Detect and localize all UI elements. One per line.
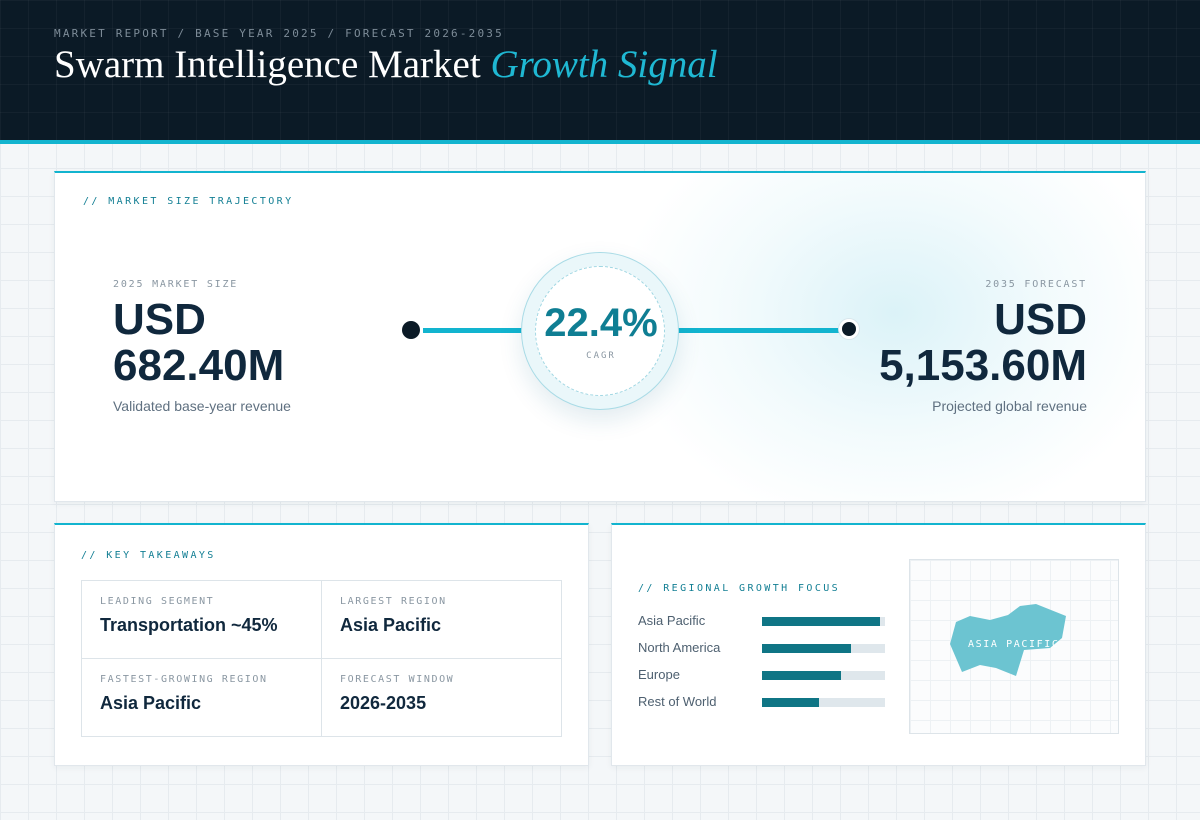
takeaway-value: Asia Pacific [340,615,442,635]
takeaway-card: LARGEST REGION Asia Pacific [322,581,562,659]
end-value: 5,153.60M [879,341,1087,390]
start-sub: Validated base-year revenue [113,398,291,414]
cagr-badge: 22.4% CAGR [521,252,679,410]
map-region-label: ASIA PACIFIC [968,639,1060,650]
page-title-main: Swarm Intelligence Market [54,43,481,86]
region-bar-track [762,644,885,653]
panel-label: // REGIONAL GROWTH FOCUS [638,583,841,594]
end-sub: Projected global revenue [932,398,1087,414]
region-row: Asia Pacific [638,611,888,631]
end-marker [839,319,859,339]
key-takeaways-panel: // KEY TAKEAWAYS LEADING SEGMENT Transpo… [54,523,589,766]
start-marker [402,321,420,339]
region-name: Rest of World [638,694,717,709]
takeaway-card: FORECAST WINDOW 2026-2035 [322,659,562,737]
page-title-accent: Growth Signal [490,43,718,86]
region-bar-track [762,617,885,626]
background-glow [615,173,1145,501]
takeaway-value: 2026-2035 [340,693,427,713]
region-row: North America [638,638,888,658]
asia-pacific-shape [950,604,1066,676]
cagr-label: CAGR [586,351,616,361]
takeaway-value: Asia Pacific [100,693,202,713]
cagr-inner-ring: 22.4% CAGR [535,266,665,396]
region-name: Europe [638,667,680,682]
report-header: MARKET REPORT / BASE YEAR 2025 / FORECAS… [0,0,1200,144]
takeaway-card: LEADING SEGMENT Transportation ~45% [82,581,322,659]
region-bar-fill [762,644,851,653]
region-bar-fill [762,671,841,680]
region-name: North America [638,640,721,655]
region-bar-track [762,698,885,707]
end-currency: USD [994,295,1087,344]
takeaway-caption: FORECAST WINDOW [340,674,455,685]
regional-growth-panel: // REGIONAL GROWTH FOCUS Asia Pacific No… [611,523,1146,766]
region-row: Europe [638,665,888,685]
panel-label: // MARKET SIZE TRAJECTORY [83,196,294,207]
start-currency: USD [113,295,206,344]
panel-label: // KEY TAKEAWAYS [81,550,216,561]
takeaway-card: FASTEST-GROWING REGION Asia Pacific [82,659,322,737]
takeaways-grid: LEADING SEGMENT Transportation ~45% LARG… [81,580,562,737]
region-map: ASIA PACIFIC [909,559,1119,734]
cagr-value: 22.4% [544,301,658,345]
page-title: Swarm Intelligence Market Growth Signal [54,42,718,87]
takeaway-caption: LARGEST REGION [340,596,447,607]
region-name: Asia Pacific [638,613,706,628]
market-size-panel: // MARKET SIZE TRAJECTORY 2025 MARKET SI… [54,171,1146,502]
takeaway-value: Transportation ~45% [100,615,278,635]
breadcrumb: MARKET REPORT / BASE YEAR 2025 / FORECAS… [54,27,504,40]
region-row: Rest of World [638,692,888,712]
takeaway-caption: LEADING SEGMENT [100,596,215,607]
takeaway-caption: FASTEST-GROWING REGION [100,674,268,685]
region-bar-track [762,671,885,680]
end-caption: 2035 FORECAST [985,279,1087,290]
region-bar-fill [762,617,881,626]
start-caption: 2025 MARKET SIZE [113,279,239,290]
region-bar-fill [762,698,819,707]
start-value: 682.40M [113,341,285,390]
